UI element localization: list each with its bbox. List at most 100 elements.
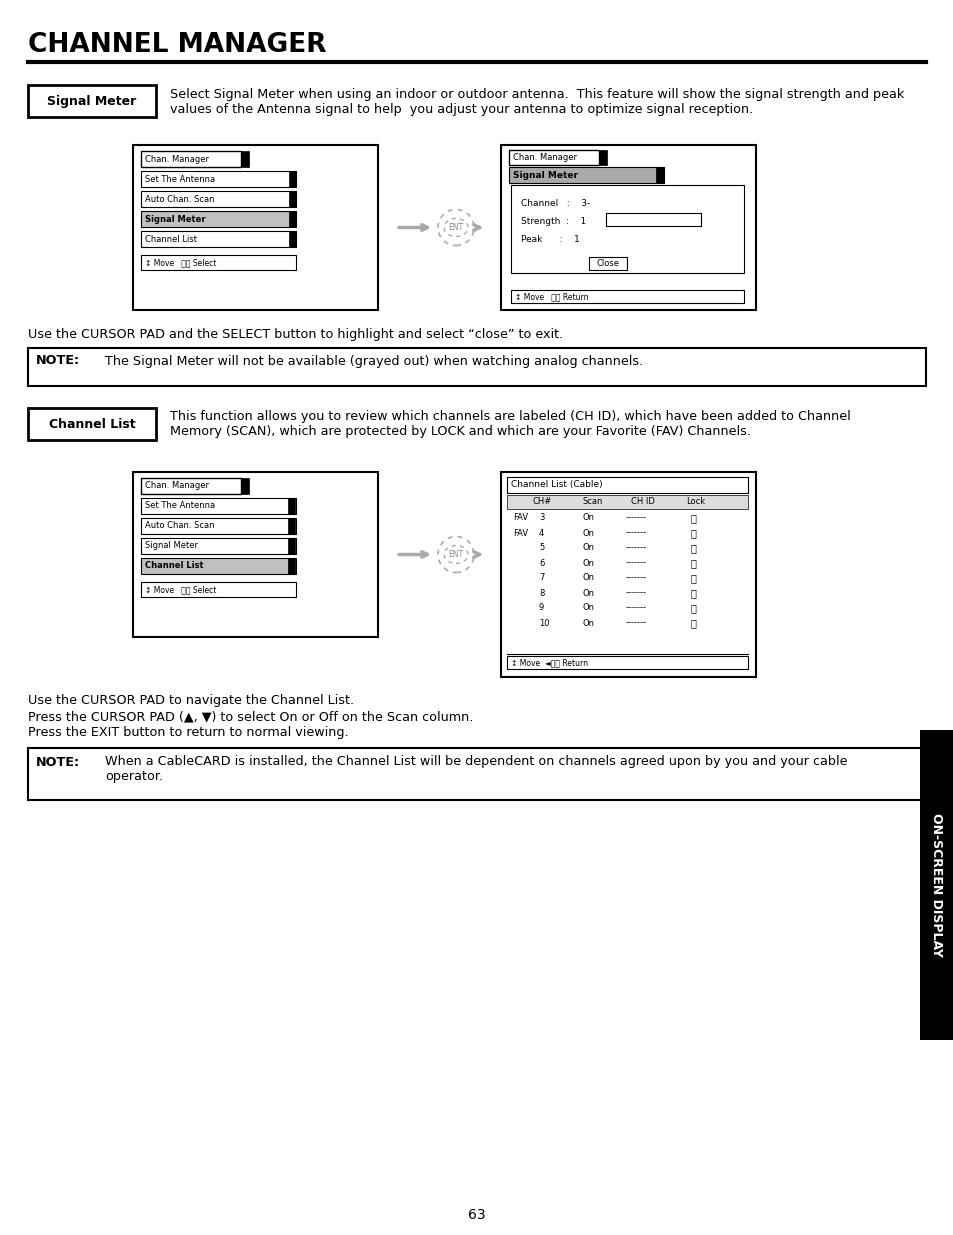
Text: On: On (582, 589, 595, 598)
Bar (656, 167, 663, 183)
Bar (289, 231, 295, 247)
Text: 6: 6 (538, 558, 544, 568)
Text: ↕ Move  ◄ⓈⓄ Return: ↕ Move ◄ⓈⓄ Return (511, 658, 587, 667)
Text: On: On (582, 604, 595, 613)
Text: This function allows you to review which channels are labeled (CH ID), which hav: This function allows you to review which… (170, 410, 850, 438)
Text: 🔒: 🔒 (690, 529, 696, 538)
Text: On: On (582, 619, 595, 627)
Text: 63: 63 (468, 1208, 485, 1221)
Bar (500, 144, 755, 310)
Bar (141, 170, 295, 186)
Text: 🔒: 🔒 (690, 588, 696, 598)
Text: Signal Meter: Signal Meter (145, 541, 198, 551)
Text: 🔒: 🔒 (690, 618, 696, 629)
Bar (605, 212, 700, 226)
Text: -------: ------- (625, 573, 646, 583)
Text: 8: 8 (538, 589, 544, 598)
Bar (28, 348, 925, 387)
Bar (141, 211, 295, 227)
Text: -------: ------- (625, 529, 646, 537)
Text: Auto Chan. Scan: Auto Chan. Scan (145, 521, 214, 531)
Text: 🔒: 🔒 (690, 513, 696, 522)
Text: The Signal Meter will not be available (grayed out) when watching analog channel: The Signal Meter will not be available (… (105, 354, 642, 368)
Bar (241, 478, 249, 494)
Text: Channel   :    3-: Channel : 3- (520, 199, 590, 207)
Text: Set The Antenna: Set The Antenna (145, 174, 214, 184)
Text: -------: ------- (625, 543, 646, 552)
Text: Use the CURSOR PAD to navigate the Channel List.: Use the CURSOR PAD to navigate the Chann… (28, 694, 354, 706)
Bar (288, 498, 294, 514)
Bar (141, 498, 295, 514)
Bar (588, 257, 626, 270)
Bar (289, 191, 295, 207)
Text: NOTE:: NOTE: (36, 756, 80, 768)
Text: Channel List: Channel List (145, 562, 203, 571)
Bar (28, 408, 156, 440)
Bar (288, 558, 294, 574)
Text: Signal Meter: Signal Meter (513, 170, 578, 179)
Text: Close: Close (596, 259, 618, 268)
Text: Channel List: Channel List (145, 235, 196, 243)
Text: 4: 4 (538, 529, 543, 537)
Text: Select Signal Meter when using an indoor or outdoor antenna.  This feature will : Select Signal Meter when using an indoor… (170, 88, 903, 116)
Text: 5: 5 (538, 543, 543, 552)
Text: ENT: ENT (448, 550, 463, 559)
Text: 9: 9 (538, 604, 543, 613)
Text: 🔒: 🔒 (690, 603, 696, 613)
Text: FAV: FAV (513, 514, 528, 522)
Text: Channel List (Cable): Channel List (Cable) (511, 480, 602, 489)
Text: ↕ Move   ⓈⓄ Return: ↕ Move ⓈⓄ Return (515, 293, 588, 301)
Text: ON-SCREEN DISPLAY: ON-SCREEN DISPLAY (929, 813, 943, 957)
Text: Strength  :    1: Strength : 1 (520, 216, 586, 226)
Bar (511, 185, 743, 273)
Text: ENT: ENT (448, 224, 463, 232)
Bar (141, 517, 295, 534)
Bar (141, 478, 241, 494)
Bar (141, 582, 295, 597)
Text: NOTE:: NOTE: (36, 354, 80, 368)
Text: Chan. Manager: Chan. Manager (145, 154, 209, 163)
Text: On: On (582, 529, 595, 537)
Bar (289, 211, 295, 227)
Text: 🔒: 🔒 (690, 558, 696, 568)
Bar (509, 149, 598, 165)
Text: 🔒: 🔒 (690, 573, 696, 583)
Text: 10: 10 (538, 619, 549, 627)
Bar (506, 656, 747, 669)
Bar (288, 517, 294, 534)
Text: Signal Meter: Signal Meter (48, 95, 136, 107)
Text: Scan: Scan (582, 498, 602, 506)
Text: On: On (582, 543, 595, 552)
Text: On: On (582, 573, 595, 583)
Text: Chan. Manager: Chan. Manager (513, 152, 577, 162)
Text: ↕ Move   ⓈⓄ Select: ↕ Move ⓈⓄ Select (145, 258, 216, 268)
Text: Peak      :    1: Peak : 1 (520, 235, 579, 243)
Bar (28, 85, 156, 117)
Text: -------: ------- (625, 514, 646, 522)
Bar (500, 472, 755, 677)
Text: Auto Chan. Scan: Auto Chan. Scan (145, 194, 214, 204)
Text: 3: 3 (538, 514, 544, 522)
Text: Use the CURSOR PAD and the SELECT button to highlight and select “close” to exit: Use the CURSOR PAD and the SELECT button… (28, 329, 562, 341)
Text: Press the CURSOR PAD (▲, ▼) to select On or Off on the Scan column.: Press the CURSOR PAD (▲, ▼) to select On… (28, 710, 473, 722)
Text: Lock: Lock (685, 498, 704, 506)
Bar (141, 191, 295, 207)
Text: CH#: CH# (533, 498, 552, 506)
Text: -------: ------- (625, 558, 646, 568)
Bar (506, 495, 747, 509)
Bar (598, 149, 606, 165)
Text: Signal Meter: Signal Meter (145, 215, 206, 224)
Text: On: On (582, 558, 595, 568)
Text: CH ID: CH ID (630, 498, 654, 506)
Text: ↕ Move   ⓈⓄ Select: ↕ Move ⓈⓄ Select (145, 585, 216, 594)
Bar (919, 730, 953, 1040)
Text: Set The Antenna: Set The Antenna (145, 501, 214, 510)
Text: CHANNEL MANAGER: CHANNEL MANAGER (28, 32, 326, 58)
Bar (506, 477, 747, 493)
Bar (141, 558, 295, 574)
Bar (509, 167, 663, 183)
Bar (141, 151, 241, 167)
Bar (511, 290, 743, 303)
Bar (132, 472, 377, 637)
Text: -------: ------- (625, 619, 646, 627)
